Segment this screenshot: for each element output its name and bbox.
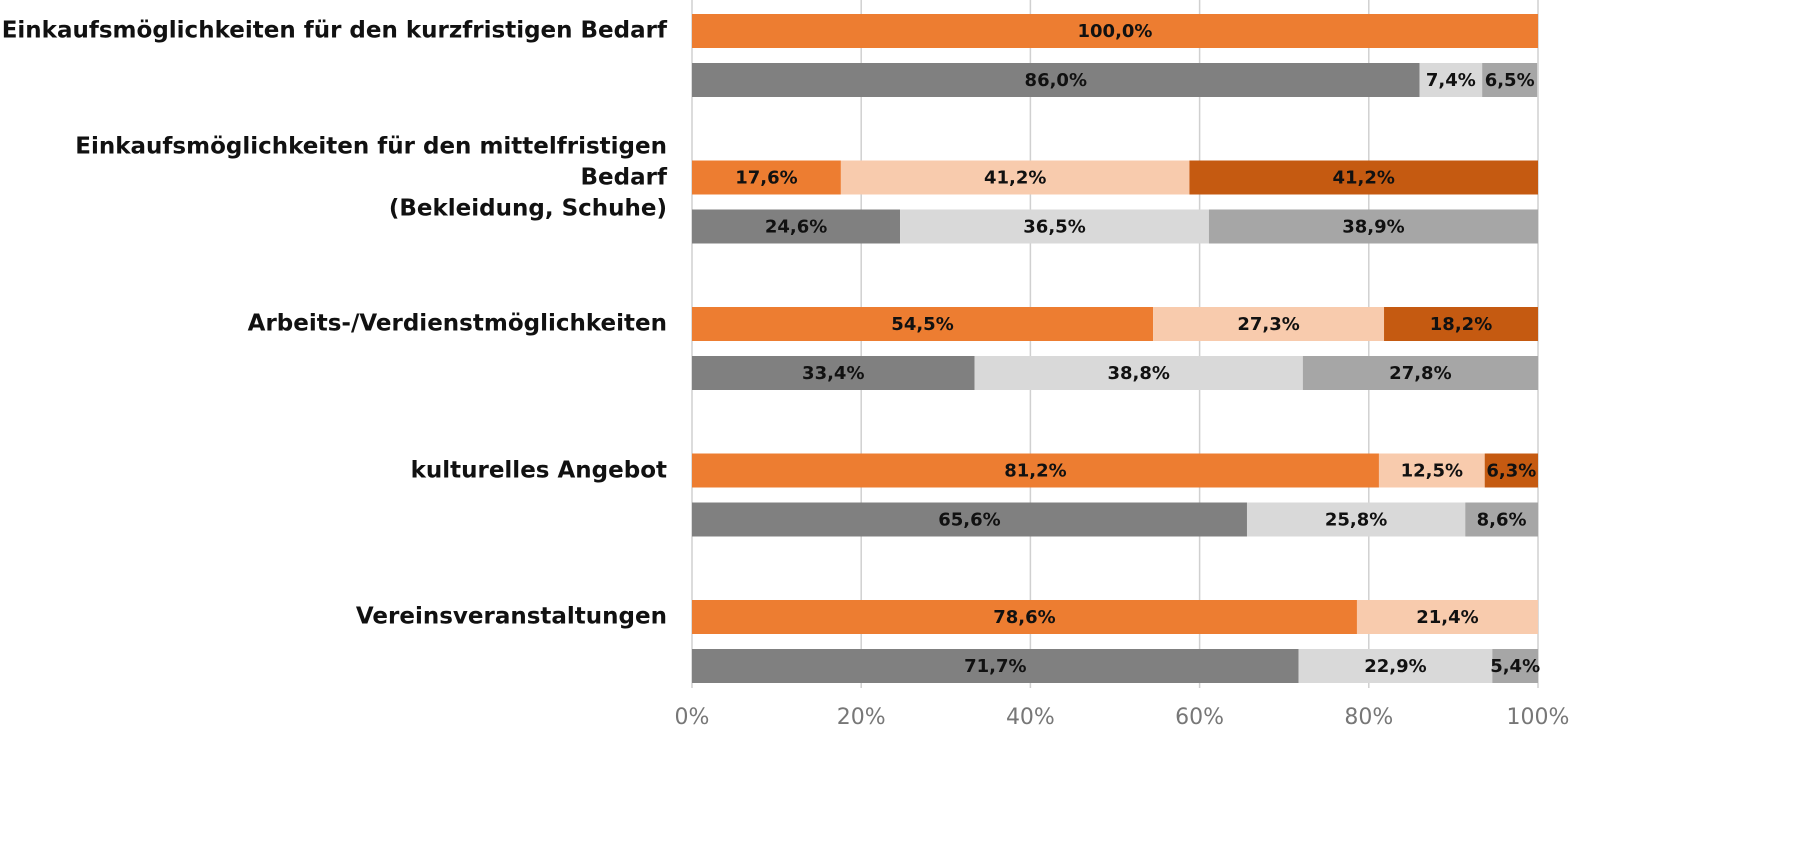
bar-segment — [692, 307, 1154, 341]
value-label: 5,4% — [1490, 656, 1540, 677]
x-tick-label: 0% — [675, 705, 710, 730]
value-label: 86,0% — [1025, 70, 1087, 91]
category-label: kulturelles Angebot — [410, 457, 667, 483]
bar-segment — [1384, 307, 1538, 341]
value-label: 38,9% — [1342, 217, 1404, 238]
value-label: 65,6% — [938, 510, 1000, 531]
bar-segment — [900, 209, 1209, 244]
bar-segment — [1298, 649, 1493, 683]
x-tick-label: 100% — [1507, 705, 1570, 730]
value-label: 33,4% — [802, 363, 864, 384]
bar-segment — [840, 160, 1190, 195]
x-tick-label: 20% — [837, 705, 886, 730]
bar-segment — [1356, 600, 1538, 634]
value-label: 21,4% — [1416, 607, 1478, 628]
bar-segment — [1482, 63, 1538, 97]
bar-segment — [1246, 502, 1466, 537]
bar-segment — [1153, 307, 1385, 341]
bar-segment — [692, 453, 1379, 488]
bar-segment — [1419, 63, 1483, 97]
x-tick-label: 80% — [1344, 705, 1393, 730]
bar-segment — [692, 63, 1420, 97]
category-label: Einkaufsmöglichkeiten für den mittelfris… — [75, 133, 667, 221]
value-label: 81,2% — [1004, 461, 1066, 482]
value-label: 27,3% — [1237, 314, 1299, 335]
value-label: 18,2% — [1430, 314, 1492, 335]
value-label: 12,5% — [1401, 461, 1463, 482]
bar-segment — [1378, 453, 1485, 488]
value-label: 7,4% — [1426, 70, 1476, 91]
bar-segment — [692, 356, 975, 390]
bar-segment — [1484, 453, 1538, 488]
value-label: 41,2% — [1332, 168, 1394, 189]
bar-segment — [1189, 160, 1538, 195]
value-label: 36,5% — [1023, 217, 1085, 238]
value-label: 27,8% — [1389, 363, 1451, 384]
bar-segment — [1208, 209, 1538, 244]
category-label: Arbeits-/Verdienstmöglichkeiten — [247, 310, 667, 337]
bar-segment — [692, 209, 901, 244]
x-tick-label: 60% — [1175, 705, 1224, 730]
value-label: 100,0% — [1078, 21, 1153, 42]
value-label: 78,6% — [993, 607, 1055, 628]
value-label: 71,7% — [964, 656, 1026, 677]
bar-segment — [692, 649, 1299, 683]
value-label: 25,8% — [1325, 510, 1387, 531]
value-label: 38,8% — [1107, 363, 1169, 384]
category-label: Vereinsveranstaltungen — [355, 603, 667, 630]
bar-segment — [1465, 502, 1538, 537]
bar-segment — [692, 160, 841, 195]
category-label: Einkaufsmöglichkeiten für den kurzfristi… — [1, 17, 667, 44]
value-label: 6,5% — [1485, 70, 1535, 91]
bar-segment — [692, 502, 1247, 537]
bar-segment — [1302, 356, 1538, 390]
bar-segment — [692, 14, 1538, 48]
value-label: 8,6% — [1477, 510, 1527, 531]
value-label: 41,2% — [984, 168, 1046, 189]
x-tick-label: 40% — [1006, 705, 1055, 730]
value-label: 24,6% — [765, 217, 827, 238]
bar-segment — [974, 356, 1303, 390]
value-label: 17,6% — [735, 168, 797, 189]
value-label: 54,5% — [891, 314, 953, 335]
value-label: 22,9% — [1364, 656, 1426, 677]
value-label: 6,3% — [1486, 461, 1536, 482]
bar-segment — [692, 600, 1357, 634]
bar-segment — [1492, 649, 1538, 683]
